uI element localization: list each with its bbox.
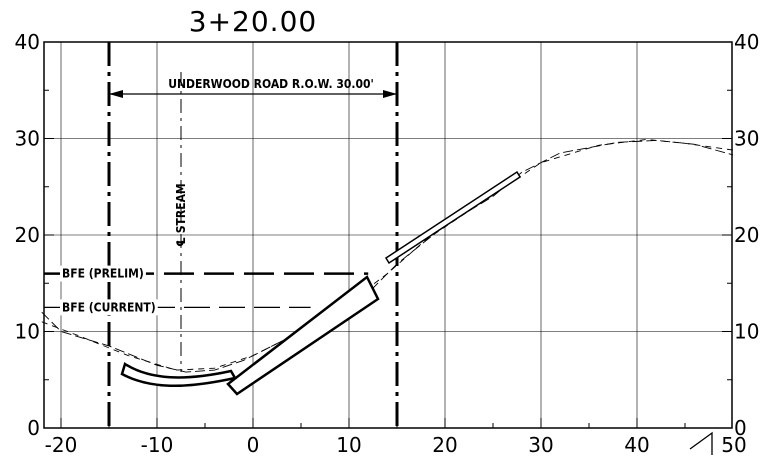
row-dimension-label: UNDERWOOD ROAD R.O.W. 30.00' [168, 77, 374, 91]
x-tick-label: 10 [336, 433, 361, 457]
y-tick-label-left: 0 [27, 416, 40, 440]
y-tick-label-left: 10 [15, 320, 40, 344]
x-tick-label: 40 [624, 433, 649, 457]
y-tick-label-left: 20 [15, 223, 40, 247]
label-mask [60, 265, 146, 282]
row-dimension: UNDERWOOD ROAD R.O.W. 30.00' [109, 77, 397, 98]
x-tick-label: 50 [721, 433, 746, 457]
y-tick-label-right: 20 [734, 223, 759, 247]
y-tick-label-left: 40 [15, 30, 40, 54]
station-label: 3+20.00 [189, 5, 317, 38]
x-tick-label: 20 [432, 433, 457, 457]
x-tick-label: -10 [141, 433, 174, 457]
grid [44, 42, 732, 428]
label-mask [60, 299, 158, 316]
y-tick-label-left: 30 [15, 127, 40, 151]
north-arrow-fragment [689, 431, 713, 455]
bfe-current-label: BFE (CURRENT) [62, 300, 156, 314]
x-tick-label: 0 [247, 433, 260, 457]
x-tick-label: 30 [528, 433, 553, 457]
existing-pipe [384, 170, 522, 265]
y-tick-label-right: 10 [734, 320, 759, 344]
stream-centerline-label: ℄ STREAM [174, 183, 188, 246]
ground-profile-line [41, 139, 734, 371]
y-tick-label-right: 0 [734, 416, 747, 440]
culvert-pipe [120, 275, 380, 396]
y-tick-label-right: 30 [734, 127, 759, 151]
ground-profiles [41, 139, 734, 373]
y-tick-label-right: 40 [734, 30, 759, 54]
x-tick-label: -20 [45, 433, 78, 457]
bfe-prelim-label: BFE (PRELIM) [62, 267, 144, 281]
